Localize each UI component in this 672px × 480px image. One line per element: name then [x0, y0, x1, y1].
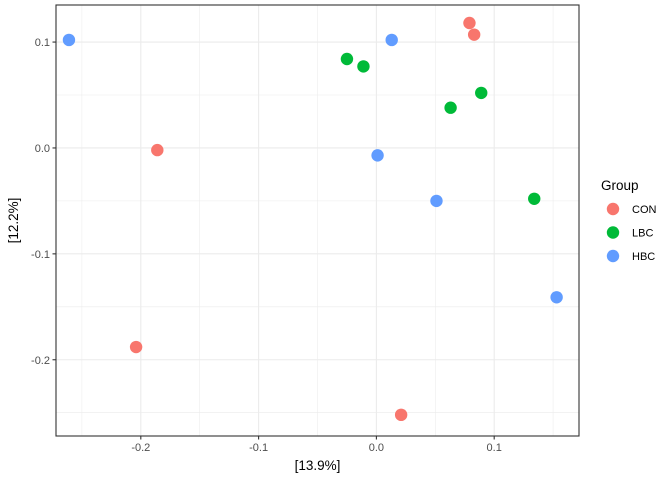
data-point-hbc: [385, 33, 398, 47]
minor-gridlines: [56, 5, 579, 436]
data-point-hbc: [430, 194, 443, 208]
data-point-hbc: [62, 33, 76, 47]
legend-title: Group: [601, 178, 639, 193]
x-tick-label: -0.1: [249, 442, 268, 454]
legend-label-con: CON: [632, 204, 657, 216]
data-point-hbc: [371, 149, 384, 162]
x-tick-label: -0.2: [131, 442, 150, 454]
x-tick-label: 0.0: [369, 442, 384, 454]
legend-key-con: [606, 202, 620, 216]
legend-items: CON LBC HBC: [606, 202, 657, 263]
y-tick-label: -0.2: [31, 355, 50, 367]
data-point-con: [151, 143, 164, 157]
y-axis-title: [12.2%]: [6, 198, 21, 244]
data-point-lbc: [357, 60, 370, 73]
y-axis-tick-labels: -0.2 -0.1 0.0 0.1: [31, 37, 50, 367]
x-tick-label: 0.1: [487, 442, 502, 454]
y-tick-label: 0.0: [35, 143, 50, 155]
data-point-con: [129, 340, 143, 354]
axis-ticks: [52, 41, 495, 440]
data-point-lbc: [444, 101, 457, 114]
major-gridlines: [56, 5, 579, 436]
y-tick-label: 0.1: [35, 37, 50, 49]
y-tick-label: -0.1: [31, 249, 50, 261]
plot-border: [55, 4, 580, 437]
legend-label-lbc: LBC: [632, 228, 653, 240]
legend-key-lbc: [606, 226, 620, 239]
data-point-lbc: [528, 192, 541, 205]
data-point-hbc: [550, 291, 563, 304]
data-points: [62, 16, 563, 422]
data-point-con: [394, 408, 408, 422]
data-point-lbc: [475, 86, 488, 100]
legend-key-hbc: [606, 249, 620, 263]
legend-label-hbc: HBC: [632, 251, 655, 263]
data-point-con: [463, 16, 476, 30]
data-point-lbc: [340, 52, 354, 66]
x-axis-title: [13.9%]: [295, 458, 341, 473]
data-point-con: [467, 28, 481, 41]
x-axis-tick-labels: -0.2 -0.1 0.0 0.1: [131, 442, 502, 454]
legend: Group CON LBC HBC: [601, 178, 657, 263]
